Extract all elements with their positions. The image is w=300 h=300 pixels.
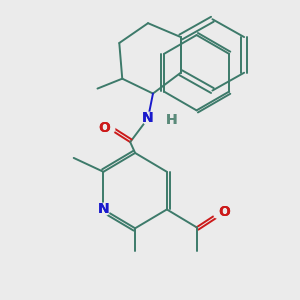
Text: O: O [98, 121, 110, 135]
Text: O: O [218, 206, 230, 219]
Text: N: N [98, 202, 109, 216]
Text: N: N [142, 111, 154, 125]
Text: H: H [166, 113, 178, 127]
Text: O: O [98, 121, 110, 135]
Text: N: N [142, 111, 154, 125]
Text: H: H [166, 113, 178, 127]
Text: O: O [218, 206, 230, 219]
Text: N: N [98, 202, 109, 216]
